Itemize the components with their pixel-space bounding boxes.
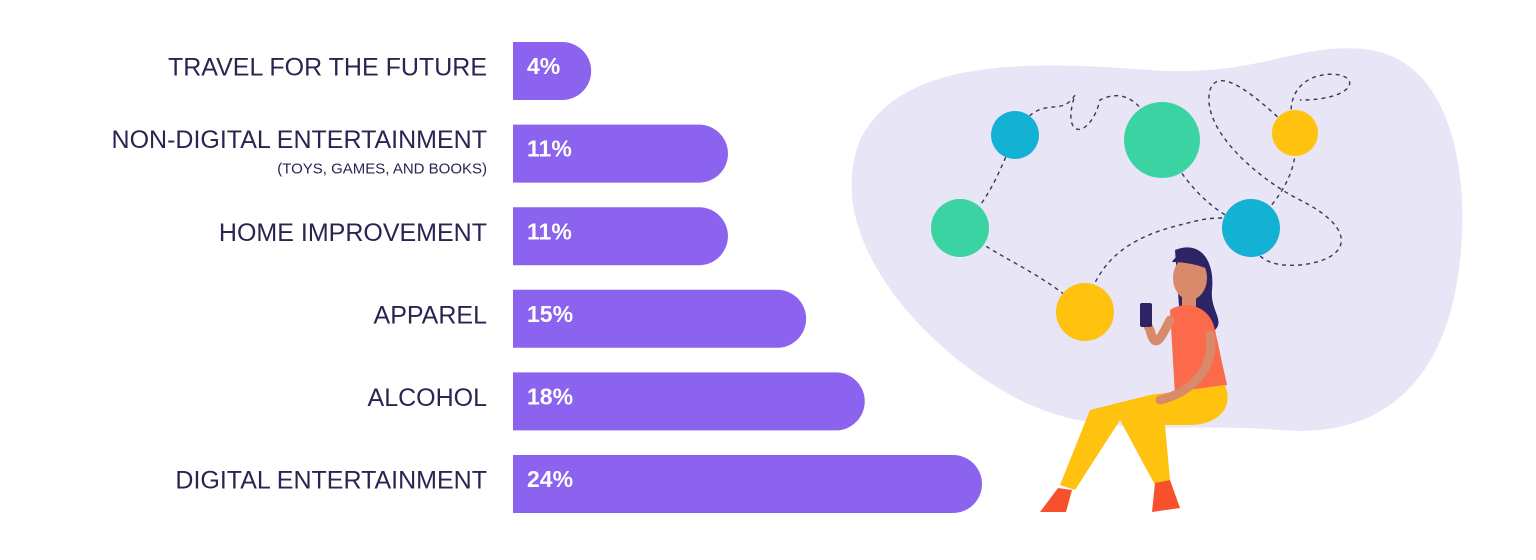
category-label: HOME IMPROVEMENT xyxy=(219,219,487,247)
category-sublabel: (TOYS, GAMES, AND BOOKS) xyxy=(277,161,487,178)
category-label: DIGITAL ENTERTAINMENT xyxy=(175,467,487,495)
value-label: 11% xyxy=(527,136,572,162)
bar xyxy=(513,207,728,266)
value-label: 18% xyxy=(527,383,573,409)
bar xyxy=(513,124,728,183)
category-label: TRAVEL FOR THE FUTURE xyxy=(168,54,487,82)
bar xyxy=(513,42,592,100)
value-label: 24% xyxy=(527,466,573,492)
person xyxy=(1040,247,1228,512)
value-label: 4% xyxy=(527,53,560,79)
bar xyxy=(513,289,807,348)
category-label: APPAREL xyxy=(374,301,488,329)
category-label: ALCOHOL xyxy=(368,384,488,412)
bar xyxy=(513,372,865,431)
value-label: 15% xyxy=(527,301,573,327)
bar xyxy=(513,455,982,513)
illustration xyxy=(851,48,1463,512)
value-label: 11% xyxy=(527,218,572,244)
category-label: NON-DIGITAL ENTERTAINMENT xyxy=(112,126,487,154)
